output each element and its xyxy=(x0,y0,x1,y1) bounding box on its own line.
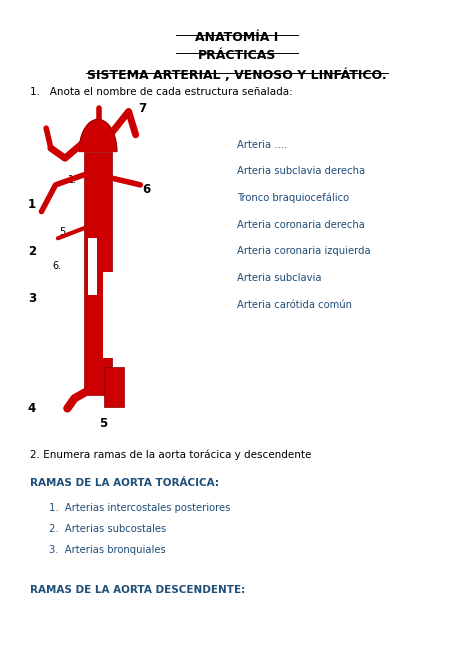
Text: Arteria subclavia: Arteria subclavia xyxy=(237,273,321,283)
Bar xyxy=(88,239,97,295)
Text: Arteria coronaria derecha: Arteria coronaria derecha xyxy=(237,220,365,230)
Bar xyxy=(84,151,112,395)
Text: ANATOMÍA I: ANATOMÍA I xyxy=(195,31,279,44)
Polygon shape xyxy=(79,119,117,151)
Text: 1: 1 xyxy=(28,198,36,212)
Text: Arteria coronaria izquierda: Arteria coronaria izquierda xyxy=(237,247,371,256)
Text: 6: 6 xyxy=(142,183,151,196)
Text: Arteria carótida común: Arteria carótida común xyxy=(237,299,352,310)
Text: 2: 2 xyxy=(28,245,36,258)
Text: 2.  Arterias subcostales: 2. Arterias subcostales xyxy=(48,524,166,534)
Text: 6.: 6. xyxy=(53,261,62,271)
Text: 3.  Arterias bronquiales: 3. Arterias bronquiales xyxy=(48,545,165,555)
Text: 3: 3 xyxy=(28,292,36,305)
Text: SISTEMA ARTERIAL , VENOSO Y LINFÁTICO.: SISTEMA ARTERIAL , VENOSO Y LINFÁTICO. xyxy=(87,68,387,82)
Text: 1.  Arterias intercostales posteriores: 1. Arterias intercostales posteriores xyxy=(48,503,230,513)
Text: 7: 7 xyxy=(139,102,147,115)
Text: Arteria ....: Arteria .... xyxy=(237,139,287,149)
Text: PRÁCTICAS: PRÁCTICAS xyxy=(198,50,276,62)
Text: 1.   Anota el nombre de cada estructura señalada:: 1. Anota el nombre de cada estructura se… xyxy=(30,87,292,96)
Text: 2. Enumera ramas de la aorta torácica y descendente: 2. Enumera ramas de la aorta torácica y … xyxy=(30,450,311,460)
Bar xyxy=(103,271,113,358)
Text: 4: 4 xyxy=(28,402,36,415)
Bar xyxy=(104,367,124,407)
Text: 5: 5 xyxy=(99,417,107,429)
Text: 1.: 1. xyxy=(67,175,77,184)
Text: RAMAS DE LA AORTA TORÁCICA:: RAMAS DE LA AORTA TORÁCICA: xyxy=(30,478,219,488)
Text: Tronco braquiocefálico: Tronco braquiocefálico xyxy=(237,193,349,204)
Text: 5.: 5. xyxy=(59,226,69,237)
Text: RAMAS DE LA AORTA DESCENDENTE:: RAMAS DE LA AORTA DESCENDENTE: xyxy=(30,585,245,595)
Text: Arteria subclavia derecha: Arteria subclavia derecha xyxy=(237,166,365,176)
